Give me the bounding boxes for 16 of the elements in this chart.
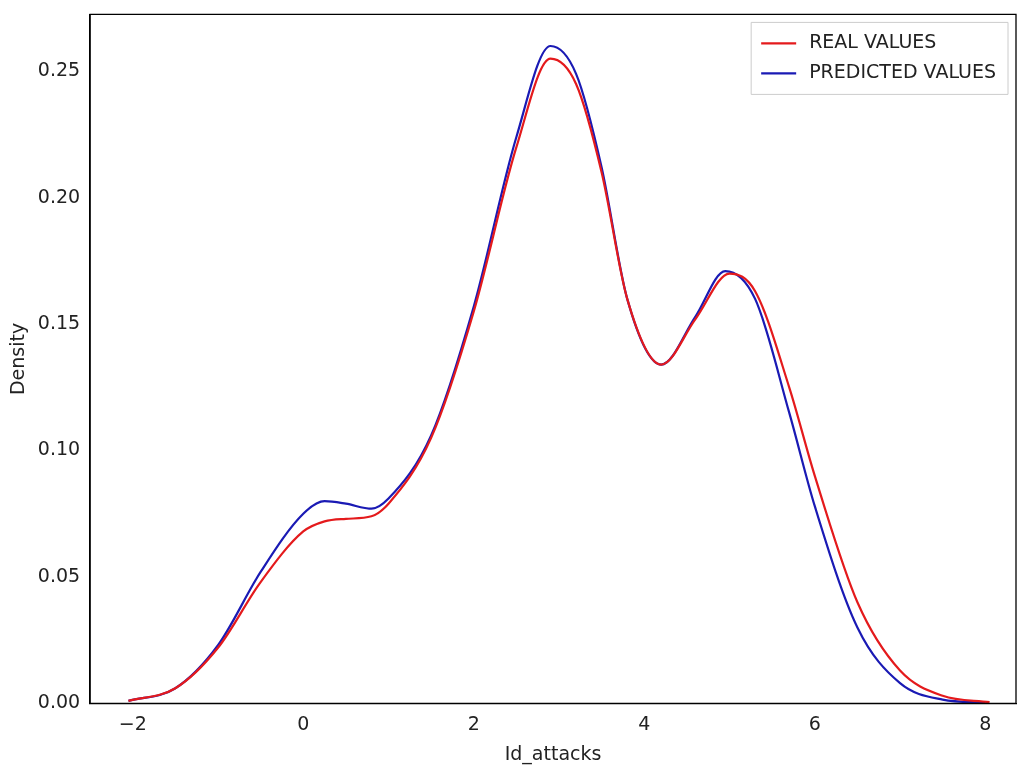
x-tick-label: 6 [808, 711, 821, 734]
y-tick-label: 0.05 [37, 563, 81, 586]
y-axis-title: Density [6, 322, 29, 396]
y-tick-label: 0.20 [37, 184, 81, 207]
x-tick-label: −2 [118, 711, 147, 734]
x-axis-title: Id_attacks [504, 741, 602, 765]
legend-label: PREDICTED VALUES [809, 60, 997, 83]
y-tick-label: 0.10 [37, 437, 81, 460]
legend-label: REAL VALUES [809, 30, 937, 53]
y-tick-label: 0.00 [37, 690, 81, 713]
x-tick-label: 0 [297, 711, 310, 734]
x-tick-label: 4 [638, 711, 651, 734]
y-tick-label: 0.25 [37, 58, 81, 81]
y-tick-label: 0.15 [37, 311, 81, 334]
x-tick-label: 2 [467, 711, 480, 734]
x-tick-label: 8 [979, 711, 992, 734]
